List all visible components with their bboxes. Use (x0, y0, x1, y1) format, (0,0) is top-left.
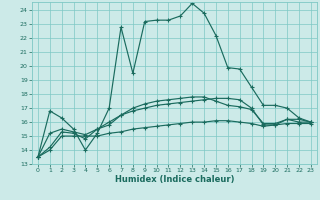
X-axis label: Humidex (Indice chaleur): Humidex (Indice chaleur) (115, 175, 234, 184)
